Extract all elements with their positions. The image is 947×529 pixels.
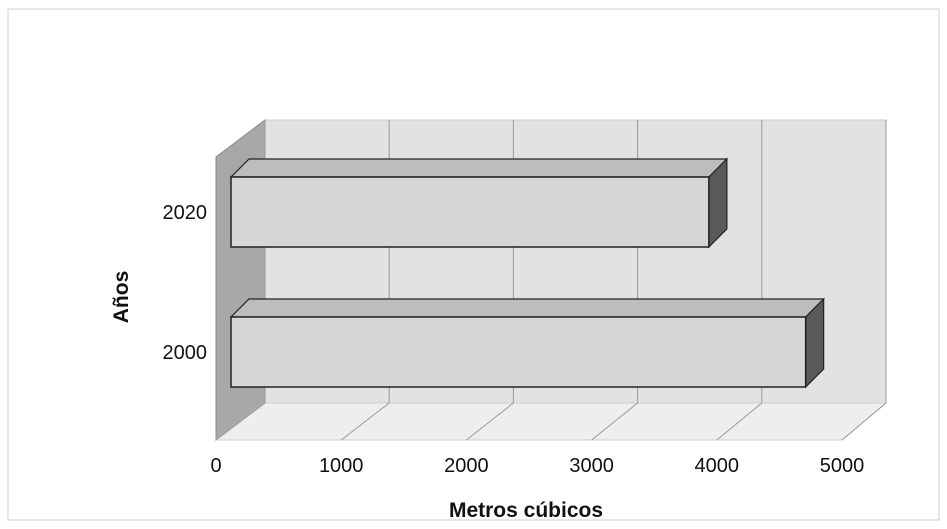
x-axis-title: Metros cúbicos [449,499,603,522]
floor-gridline [716,402,763,441]
chart-border [7,8,940,521]
floor-gridline [466,402,514,441]
floor [214,402,888,441]
x-tick-label: 2000 [444,455,489,477]
x-tick-label: 4000 [695,455,740,477]
floor-gridline [591,402,638,441]
bar-2020 [229,157,729,249]
bar-top-2020 [229,158,729,178]
x-tick-label: 0 [210,455,221,477]
x-tick-label: 1000 [319,455,364,477]
floor-gridline [340,402,390,441]
floor-gridline [215,402,266,441]
bar-top-2000 [229,298,826,318]
y-tick-label: 2020 [163,202,208,224]
bar-2000 [229,297,826,389]
y-tick-label: 2000 [163,342,208,364]
bar-front-2000 [230,316,807,388]
y-axis-title: Años [110,271,133,324]
x-tick-label: 3000 [569,455,614,477]
floor-gridline [841,402,887,441]
bar-front-2020 [230,176,710,248]
x-tick-label: 5000 [820,455,865,477]
